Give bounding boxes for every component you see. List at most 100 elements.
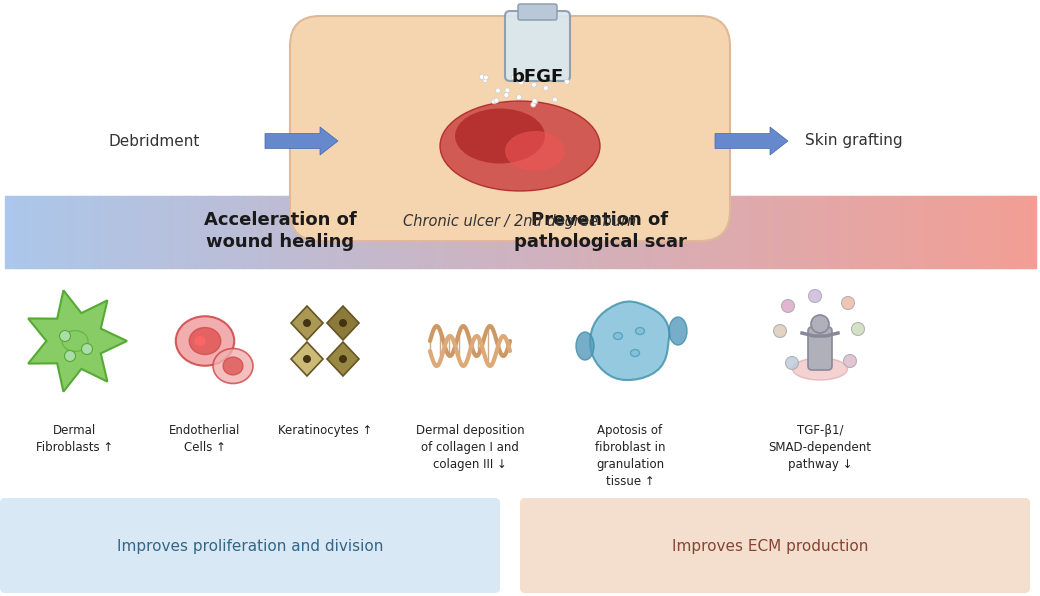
Bar [530,196,535,268]
Ellipse shape [630,349,640,356]
Bar [304,196,308,268]
Bar [606,196,610,268]
Circle shape [531,82,537,87]
Bar [256,196,260,268]
Bar [472,196,476,268]
Bar [483,196,487,268]
Ellipse shape [62,331,88,352]
Bar [22,196,27,268]
Bar [135,196,140,268]
Bar [712,196,717,268]
Bar [356,196,360,268]
Bar [372,196,376,268]
Bar [987,196,991,268]
Circle shape [785,356,799,370]
Bar [517,196,521,268]
Bar [74,196,78,268]
Bar [763,196,769,268]
Bar [235,196,239,268]
Bar [805,196,809,268]
Bar [609,196,614,268]
Circle shape [483,77,488,82]
Bar [321,196,326,268]
Bar [407,196,411,268]
Bar [465,196,469,268]
Bar [283,196,287,268]
Circle shape [492,99,496,104]
Bar [660,196,666,268]
Bar [527,196,531,268]
Bar [314,196,318,268]
Bar [747,196,751,268]
Bar [105,196,109,268]
Bar [554,196,558,268]
Bar [166,196,171,268]
Bar [1004,196,1009,268]
Bar [633,196,638,268]
Bar [781,196,785,268]
Bar [506,196,511,268]
Bar [386,196,391,268]
Bar [547,196,552,268]
Bar [177,196,181,268]
Bar [929,196,933,268]
Bar [153,196,157,268]
Bar [111,196,115,268]
Ellipse shape [614,333,623,340]
Bar [911,196,916,268]
Bar [575,196,579,268]
Bar [198,196,202,268]
Bar [269,196,274,268]
Bar [945,196,951,268]
Bar [87,196,92,268]
Polygon shape [28,290,127,392]
Bar [434,196,439,268]
Bar [572,196,576,268]
Bar [695,196,700,268]
Bar [905,196,909,268]
Text: Chronic ulcer / 2nd degree burn: Chronic ulcer / 2nd degree burn [404,214,636,229]
Bar [850,196,854,268]
Bar [383,196,387,268]
Bar [960,196,964,268]
Bar [156,196,160,268]
Circle shape [495,88,500,93]
Bar [544,196,548,268]
Circle shape [565,79,570,84]
Bar [90,196,96,268]
Bar [650,196,655,268]
Bar [636,196,642,268]
Bar [723,196,727,268]
Circle shape [781,300,795,312]
Bar [193,196,199,268]
Bar [414,196,418,268]
Bar [586,196,590,268]
Bar [208,196,212,268]
Bar [866,196,872,268]
Circle shape [517,95,521,100]
Bar [891,196,895,268]
Bar [77,196,81,268]
Bar [125,196,130,268]
Bar [417,196,421,268]
Bar [375,196,381,268]
Bar [211,196,215,268]
Bar [296,196,302,268]
Bar [616,196,621,268]
Bar [870,196,875,268]
Circle shape [64,350,76,362]
Bar [744,196,748,268]
Ellipse shape [176,316,234,366]
Bar [823,196,827,268]
Bar [183,196,188,268]
Bar [362,196,366,268]
Bar [187,196,191,268]
Bar [881,196,885,268]
Bar [454,196,460,268]
Ellipse shape [669,317,687,345]
Bar [877,196,882,268]
Bar [493,196,497,268]
Bar [671,196,676,268]
Bar [994,196,998,268]
Bar [839,196,843,268]
